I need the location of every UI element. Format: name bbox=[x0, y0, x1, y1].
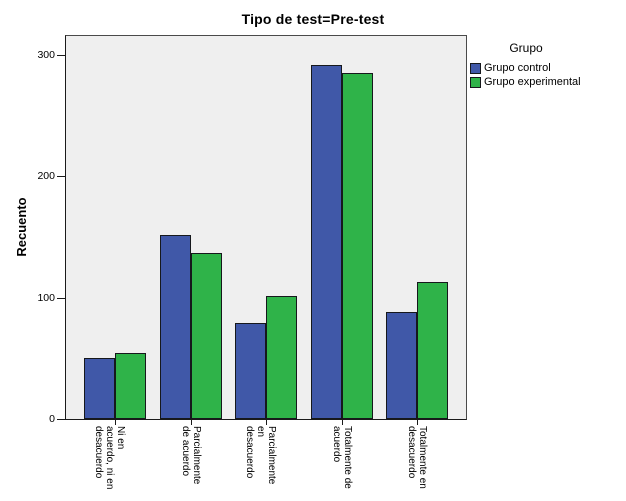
bar-experimental-0 bbox=[115, 353, 146, 419]
x-category-label: Ni en acuerdo, ni en desacuerdo bbox=[93, 426, 126, 490]
y-tick-label: 300 bbox=[37, 49, 55, 61]
bar-experimental-1 bbox=[191, 253, 222, 419]
bar-experimental-2 bbox=[266, 296, 297, 419]
legend-swatch-icon bbox=[470, 76, 481, 88]
legend-title: Grupo bbox=[509, 41, 543, 55]
bar-control-4 bbox=[386, 312, 417, 419]
legend-item: Grupo experimental bbox=[470, 76, 582, 88]
y-tick-label: 0 bbox=[49, 413, 55, 425]
y-tick-label: 200 bbox=[37, 170, 55, 182]
x-tick-mark bbox=[191, 420, 192, 425]
bar-control-2 bbox=[235, 323, 266, 419]
legend-item: Grupo control bbox=[470, 62, 582, 74]
x-tick-mark bbox=[115, 420, 116, 425]
x-category-label: Parcialmente de acuerdo bbox=[180, 426, 202, 485]
bar-control-0 bbox=[84, 358, 115, 419]
y-tick-mark bbox=[57, 176, 65, 177]
x-category-label: Totalmente en desacuerdo bbox=[406, 426, 428, 489]
x-tick-mark bbox=[417, 420, 418, 425]
legend: Grupo Grupo control Grupo experimental bbox=[470, 41, 582, 90]
x-tick-mark bbox=[266, 420, 267, 425]
bar-experimental-3 bbox=[342, 73, 373, 419]
y-tick-mark bbox=[57, 419, 65, 420]
y-tick-mark bbox=[57, 55, 65, 56]
y-tick-label: 100 bbox=[37, 292, 55, 304]
bar-control-3 bbox=[311, 65, 342, 419]
x-tick-mark bbox=[342, 420, 343, 425]
legend-swatch-icon bbox=[470, 62, 481, 74]
legend-item-label: Grupo control bbox=[484, 62, 551, 74]
x-category-label: Parcialmente en desacuerdo bbox=[244, 426, 277, 485]
legend-item-label: Grupo experimental bbox=[484, 76, 581, 88]
y-tick-mark bbox=[57, 298, 65, 299]
chart-title: Tipo de test=Pre-test bbox=[241, 11, 385, 27]
y-axis-title: Recuento bbox=[14, 197, 29, 257]
bar-experimental-4 bbox=[417, 282, 448, 419]
legend-rows: Grupo control Grupo experimental bbox=[470, 62, 582, 88]
x-category-label: Totalmente de acuerdo bbox=[331, 426, 353, 489]
bar-control-1 bbox=[160, 235, 191, 419]
